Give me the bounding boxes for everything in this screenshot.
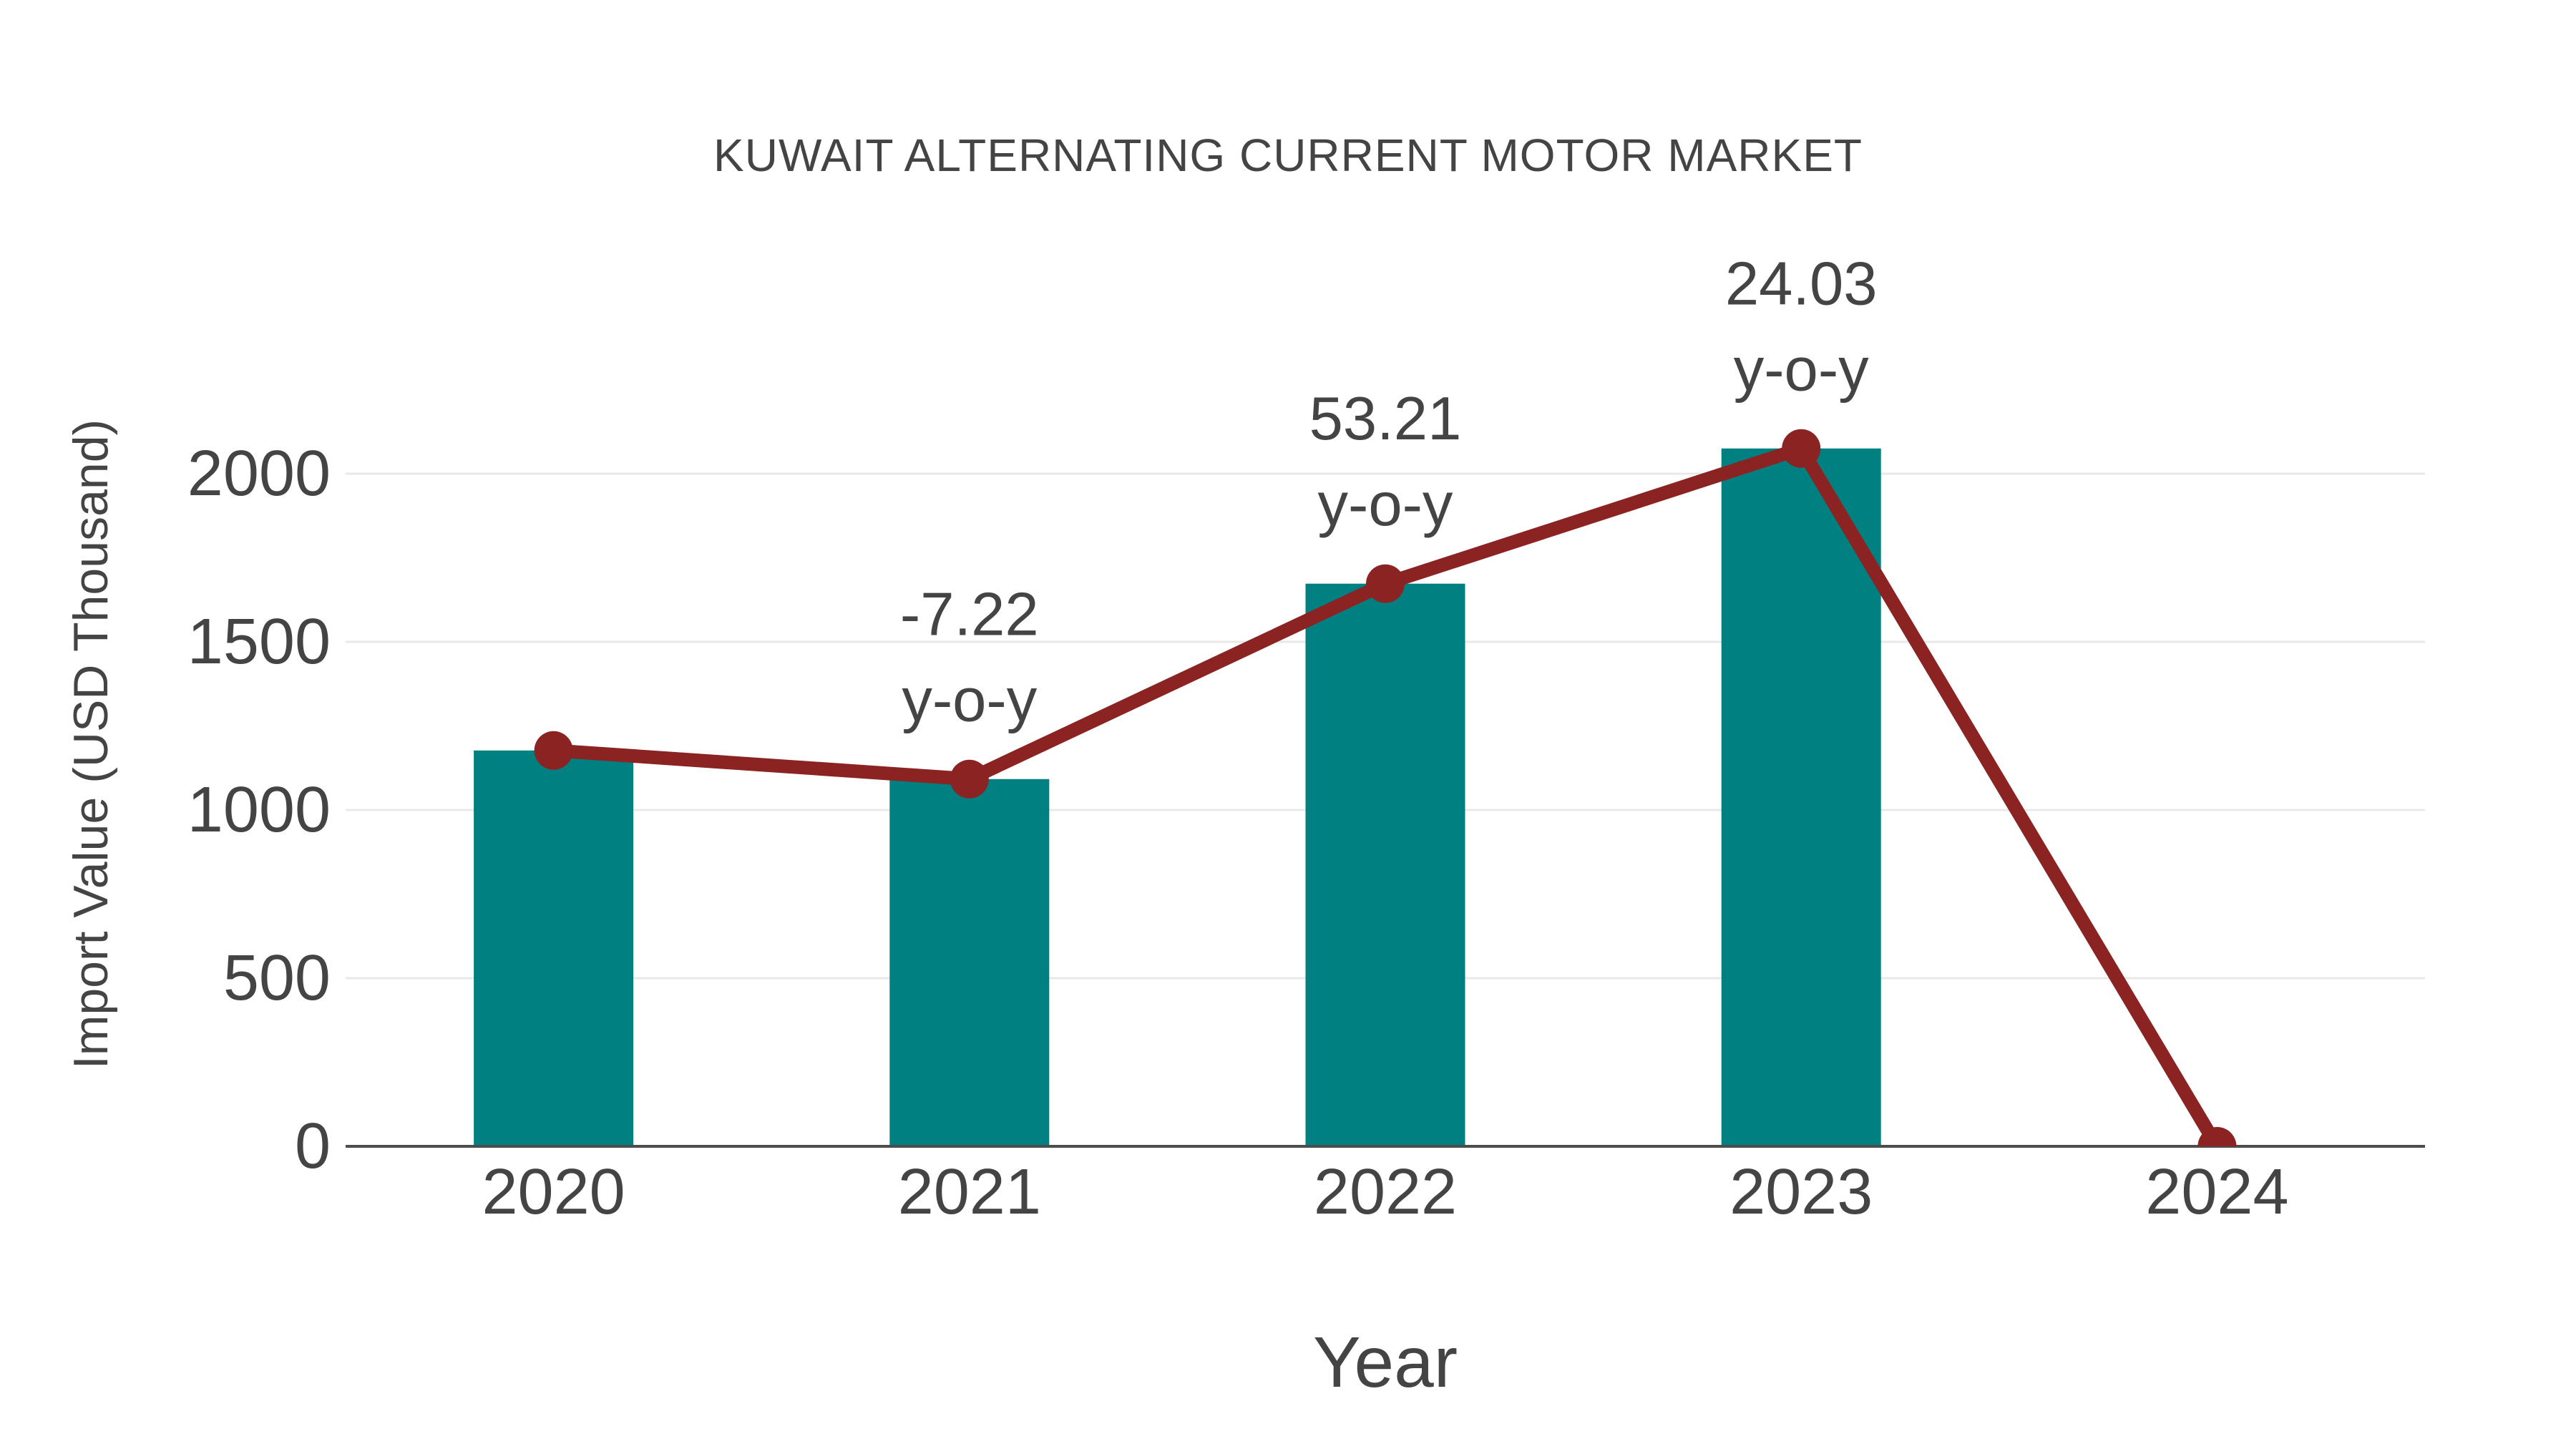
y-axis-title: Import Value (USD Thousand) [64, 419, 118, 1070]
marker-2023 [1782, 429, 1821, 468]
bar-2021 [889, 779, 1050, 1146]
annotation-2022-value: 53.21 [1309, 385, 1462, 453]
marker-2022 [1366, 564, 1405, 603]
marker-2024 [2197, 1127, 2237, 1146]
x-tick-2023: 2023 [1729, 1156, 1873, 1228]
y-tick-500: 500 [223, 942, 331, 1014]
marker-2021 [950, 759, 989, 799]
bar-2022 [1305, 583, 1465, 1146]
y-tick-1500: 1500 [187, 606, 331, 678]
x-tick-2022: 2022 [1314, 1156, 1457, 1228]
annotation-2022-suffix: y-o-y [1318, 471, 1453, 539]
y-tick-2000: 2000 [187, 438, 331, 509]
annotation-2023-suffix: y-o-y [1734, 336, 1869, 404]
x-axis-title: Year [1312, 1322, 1458, 1402]
x-tick-2020: 2020 [482, 1156, 625, 1228]
annotation-2021-value: -7.22 [900, 580, 1039, 648]
x-tick-2021: 2021 [898, 1156, 1041, 1228]
annotation-2023-value: 24.03 [1725, 250, 1878, 318]
bar-2020 [474, 750, 634, 1146]
x-tick-2024: 2024 [2145, 1156, 2288, 1228]
y-tick-0: 0 [295, 1111, 331, 1182]
annotation-2021-suffix: y-o-y [902, 666, 1037, 734]
marker-2020 [534, 731, 573, 770]
bar-2023 [1721, 448, 1881, 1146]
y-tick-1000: 1000 [187, 774, 331, 846]
chart-title: KUWAIT ALTERNATING CURRENT MOTOR MARKET [713, 130, 1863, 181]
